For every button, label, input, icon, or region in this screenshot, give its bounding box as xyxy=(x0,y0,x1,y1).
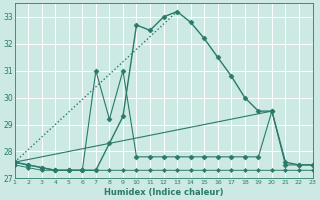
X-axis label: Humidex (Indice chaleur): Humidex (Indice chaleur) xyxy=(104,188,223,197)
